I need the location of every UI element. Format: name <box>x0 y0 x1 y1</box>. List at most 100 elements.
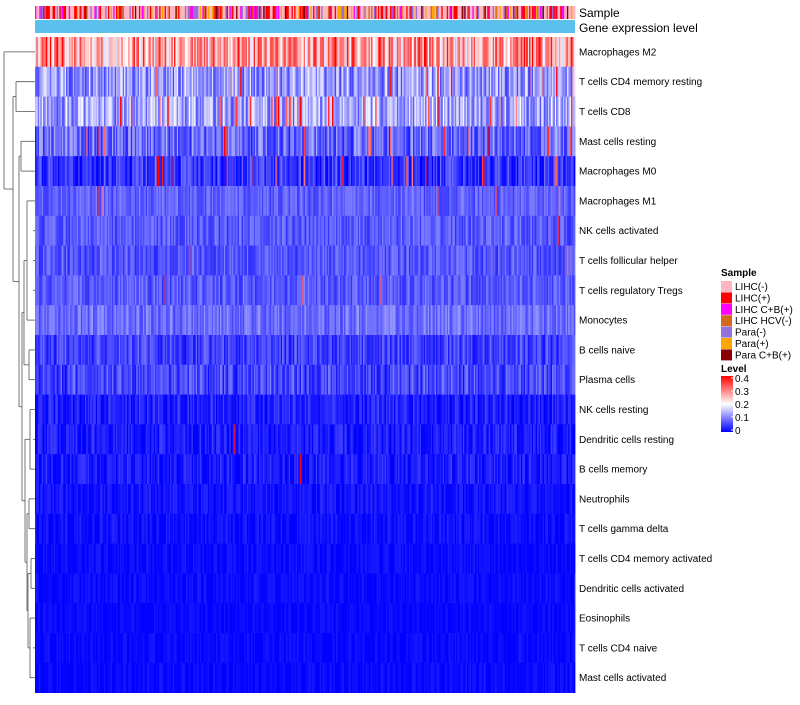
heatmap-cell <box>172 96 175 127</box>
heatmap-cell <box>356 156 359 187</box>
heatmap-cell <box>434 37 437 68</box>
sample-cell <box>346 6 349 19</box>
heatmap-cell <box>342 215 345 246</box>
heatmap-cell <box>271 156 273 187</box>
heatmap-cell <box>435 186 438 217</box>
heatmap-cell <box>487 186 489 217</box>
sample-cell <box>336 6 338 19</box>
heatmap-cell <box>198 156 201 187</box>
heatmap-cell <box>111 96 114 127</box>
heatmap-cell <box>280 156 283 187</box>
heatmap-cell <box>99 156 102 187</box>
heatmap-cell <box>487 156 489 187</box>
heatmap-cell <box>495 156 498 187</box>
heatmap-cell <box>519 126 522 157</box>
heatmap-cell <box>282 126 284 157</box>
heatmap-cell <box>145 126 148 157</box>
heatmap-cell <box>506 66 508 97</box>
heatmap-cell <box>395 37 398 68</box>
heatmap-cell <box>573 156 576 187</box>
sample-cell <box>275 6 278 19</box>
heatmap-cell <box>276 37 279 68</box>
heatmap-cell <box>79 215 82 246</box>
heatmap-cell <box>506 186 508 217</box>
heatmap-cell <box>495 96 498 127</box>
heatmap-cell <box>406 215 408 246</box>
heatmap-cell <box>116 37 118 68</box>
heatmap-cell <box>234 156 237 187</box>
heatmap-cell <box>372 186 375 217</box>
sample-cell <box>444 6 446 19</box>
sample-cell <box>60 6 63 19</box>
heatmap-cell <box>480 37 483 68</box>
heatmap-cell <box>407 126 410 157</box>
heatmap-cell <box>430 186 433 217</box>
heatmap-cell <box>232 96 234 127</box>
heatmap-cell <box>380 156 383 187</box>
heatmap-cell <box>147 126 149 157</box>
heatmap-cell <box>543 186 546 217</box>
heatmap-cell <box>225 156 228 187</box>
heatmap-cell <box>51 126 53 157</box>
heatmap-cell <box>427 156 430 187</box>
heatmap-cell <box>66 215 68 246</box>
heatmap-cell <box>68 156 71 187</box>
heatmap-cell <box>514 126 516 157</box>
heatmap-cell <box>221 186 224 217</box>
heatmap-cell <box>410 66 413 97</box>
heatmap-cell <box>425 66 427 97</box>
heatmap-cell <box>319 215 322 246</box>
heatmap-cell <box>147 156 149 187</box>
heatmap-cell <box>569 96 572 127</box>
heatmap-cell <box>398 186 400 217</box>
heatmap-cell <box>151 186 153 217</box>
heatmap-cell <box>327 37 330 68</box>
heatmap-cell <box>360 96 363 127</box>
heatmap-cell <box>225 96 228 127</box>
heatmap-cell <box>67 126 70 157</box>
heatmap-cell <box>125 215 128 246</box>
heatmap-cell <box>117 37 120 68</box>
heatmap-cell <box>534 37 537 68</box>
heatmap-cell <box>129 156 132 187</box>
heatmap-cell <box>349 186 352 217</box>
heatmap-cell <box>342 126 345 157</box>
sample-cell <box>68 6 71 19</box>
heatmap-cell <box>118 156 121 187</box>
heatmap-cell <box>246 186 249 217</box>
heatmap-cell <box>67 66 70 97</box>
heatmap-cell <box>122 156 125 187</box>
heatmap-cell <box>133 126 136 157</box>
heatmap-cell <box>260 66 263 97</box>
heatmap-cell <box>369 66 372 97</box>
heatmap-cell <box>417 37 419 68</box>
heatmap-cell <box>57 96 60 127</box>
heatmap-cell <box>314 156 317 187</box>
heatmap-cell <box>143 186 145 217</box>
heatmap-cell <box>554 156 557 187</box>
heatmap-cell <box>134 126 137 157</box>
heatmap-cell <box>160 37 163 68</box>
heatmap-cell <box>495 66 498 97</box>
sample-cell <box>190 6 192 19</box>
heatmap-cell <box>237 156 240 187</box>
heatmap-cell <box>116 215 118 246</box>
sample-cell <box>526 6 529 19</box>
heatmap-cell <box>534 96 537 127</box>
heatmap-cell <box>440 126 442 157</box>
heatmap-cell <box>68 126 71 157</box>
heatmap-cell <box>468 37 471 68</box>
heatmap-cell <box>101 96 103 127</box>
heatmap-cell <box>444 37 446 68</box>
heatmap-cell <box>479 96 481 127</box>
heatmap-cell <box>296 156 299 187</box>
heatmap-cell <box>278 66 280 97</box>
heatmap-cell <box>194 66 197 97</box>
heatmap-cell <box>346 156 349 187</box>
heatmap-cell <box>267 37 269 68</box>
heatmap-cell <box>45 126 48 157</box>
heatmap-cell <box>357 66 360 97</box>
heatmap-cell <box>101 156 103 187</box>
heatmap-cell <box>305 215 307 246</box>
sample-cell <box>541 6 543 19</box>
